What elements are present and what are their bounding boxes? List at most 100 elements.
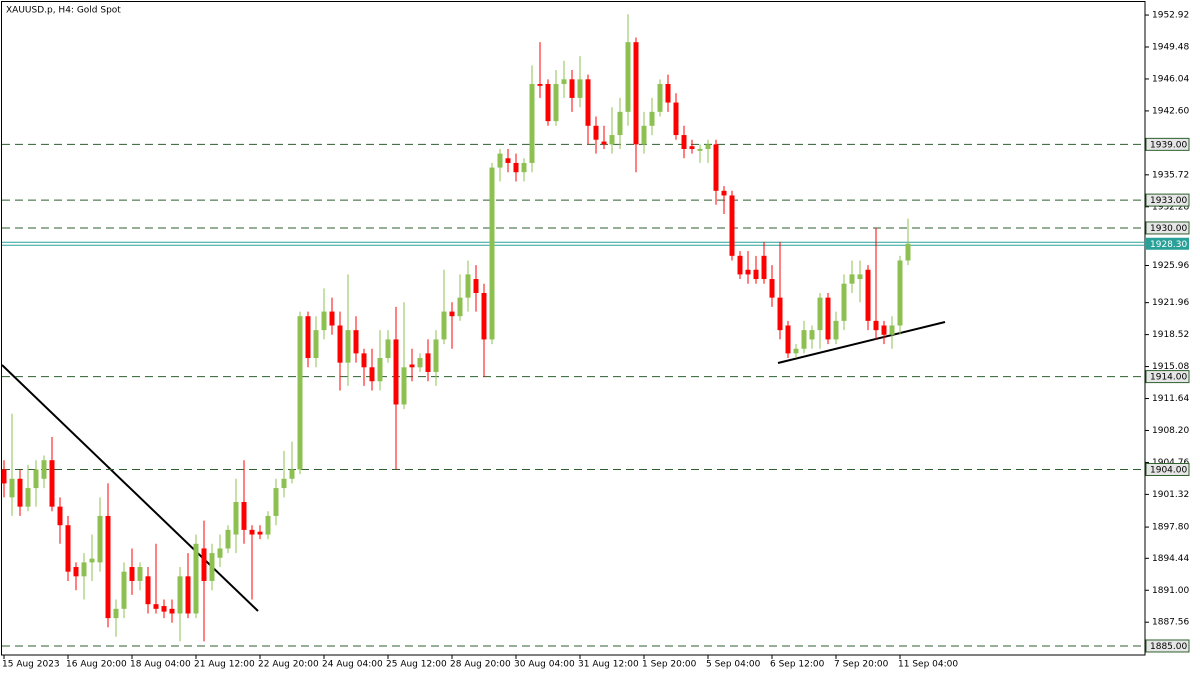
candle-body — [625, 42, 631, 112]
candle-body — [801, 330, 807, 349]
candle-body — [609, 135, 615, 145]
candle-body — [617, 111, 623, 136]
candle-body — [177, 576, 183, 614]
candle-body — [593, 125, 599, 140]
candle-body — [417, 358, 423, 368]
candle-body — [489, 167, 495, 340]
candle-body — [257, 531, 263, 535]
candle-body — [537, 83, 543, 86]
candle-body — [785, 325, 791, 354]
candle-body — [665, 83, 671, 103]
candle-body — [249, 529, 255, 535]
candle-body — [137, 567, 143, 581]
candle-body — [401, 367, 407, 405]
candle-body — [753, 269, 759, 280]
candle-body — [145, 576, 151, 605]
candle-body — [793, 348, 799, 354]
candle-body — [9, 478, 15, 498]
y-tick-label: 1897.80 — [1152, 523, 1189, 533]
candle-body — [561, 79, 567, 84]
trend-line — [1, 364, 259, 612]
y-tick-label: 1925.96 — [1152, 261, 1189, 271]
x-tick-label: 15 Aug 2023 — [2, 660, 60, 670]
candle-body — [81, 562, 87, 577]
candle-body — [777, 297, 783, 331]
y-tick-label: 1932.28 — [1152, 202, 1189, 212]
candle-body — [201, 548, 207, 581]
candle-body — [817, 297, 823, 331]
candle-body — [49, 460, 55, 507]
x-tick-label: 1 Sep 20:00 — [642, 660, 697, 670]
y-tick-label: 1949.48 — [1152, 43, 1189, 53]
candle-body — [153, 604, 159, 609]
candle-body — [601, 141, 607, 145]
candle-body — [289, 469, 295, 479]
y-tick-label: 1891.00 — [1152, 586, 1189, 596]
candle-body — [481, 292, 487, 340]
y-tick-label: 1918.52 — [1152, 330, 1189, 340]
candle-body — [97, 515, 103, 563]
candle-body — [577, 79, 583, 98]
candle-body — [657, 83, 663, 112]
level-label: 1939.00 — [1150, 140, 1187, 150]
y-tick-label: 1901.32 — [1152, 490, 1189, 500]
candle-body — [825, 297, 831, 340]
level-label: 1930.00 — [1150, 224, 1187, 234]
candle-body — [465, 274, 471, 298]
y-tick-label: 1946.04 — [1152, 74, 1189, 84]
candle-body — [65, 525, 71, 572]
candle-body — [713, 144, 719, 191]
current-price-label: 1928.30 — [1150, 240, 1187, 250]
candle-body — [449, 311, 455, 317]
y-tick-label: 1952.92 — [1152, 11, 1189, 21]
candle-body — [833, 320, 839, 340]
level-label-box — [1145, 137, 1190, 151]
candle-body — [393, 339, 399, 405]
candle-body — [865, 269, 871, 321]
candle-body — [129, 567, 135, 581]
candle-body — [233, 502, 239, 535]
candle-body — [281, 478, 287, 489]
y-tick-label: 1911.64 — [1152, 394, 1189, 404]
x-tick-label: 16 Aug 20:00 — [66, 660, 127, 670]
candle-body — [585, 79, 591, 126]
candle-body — [689, 146, 695, 150]
candle-body — [569, 79, 575, 98]
candle-body — [337, 325, 343, 363]
y-tick-label: 1908.20 — [1152, 426, 1189, 436]
candle-body — [369, 367, 375, 382]
candle-body — [377, 358, 383, 382]
candle-body — [457, 297, 463, 317]
plot-frame — [1, 1, 1146, 656]
y-tick-label: 1942.60 — [1152, 106, 1189, 116]
level-label: 1904.00 — [1150, 465, 1187, 475]
level-label-box — [1145, 221, 1190, 235]
x-tick-label: 25 Aug 12:00 — [386, 660, 447, 670]
candle-body — [305, 316, 311, 359]
y-tick-label: 1921.96 — [1152, 298, 1189, 308]
candle-body — [553, 83, 559, 122]
candle-body — [265, 515, 271, 535]
current-price-box — [1146, 237, 1189, 250]
candle-body — [521, 162, 527, 173]
candle-body — [345, 330, 351, 363]
candle-body — [361, 353, 367, 368]
candle-body — [897, 260, 903, 326]
level-label-box — [1145, 370, 1190, 384]
x-tick-label: 5 Sep 04:00 — [706, 660, 761, 670]
candle-body — [873, 320, 879, 331]
candle-body — [905, 243, 911, 261]
candle-body — [497, 153, 503, 168]
y-tick-label: 1887.56 — [1152, 618, 1189, 628]
x-tick-label: 30 Aug 04:00 — [514, 660, 575, 670]
candle-body — [425, 353, 431, 372]
candle-body — [409, 364, 415, 368]
candle-body — [849, 274, 855, 284]
candle-body — [633, 42, 639, 145]
candle-body — [17, 478, 23, 507]
x-tick-label: 31 Aug 12:00 — [578, 660, 639, 670]
candle-body — [209, 553, 215, 581]
level-label-box — [1145, 462, 1190, 476]
